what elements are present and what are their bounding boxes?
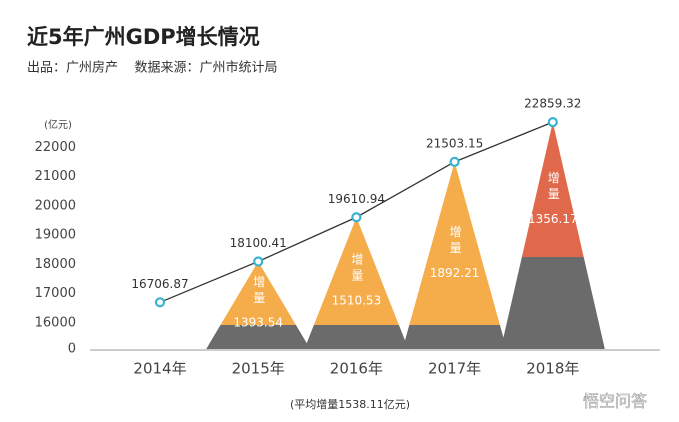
- x-tick-label: 2015年: [232, 360, 285, 378]
- x-tick-label: 2016年: [330, 360, 383, 378]
- increment-name: 增量: [350, 253, 364, 285]
- triangle-base: [304, 325, 409, 349]
- y-tick-label: 17000: [35, 286, 76, 301]
- chart-subtitle: 出品：广州房产 数据来源：广州市统计局: [27, 60, 278, 76]
- increment-label: 1892.21: [430, 266, 480, 280]
- increment-label: 1356.17: [528, 212, 578, 226]
- value-label: 21503.15: [426, 136, 483, 150]
- point: [449, 156, 460, 167]
- y-tick-label: 20000: [35, 198, 76, 213]
- y-tick-label: 16000: [35, 316, 76, 331]
- y-tick-label: 21000: [35, 169, 76, 184]
- y-tick-label: 0: [68, 342, 76, 357]
- y-tick-label: 19000: [35, 228, 76, 243]
- value-label: 18100.41: [230, 236, 287, 250]
- y-tick-label: 18000: [35, 257, 76, 272]
- increment-label: 1510.53: [332, 294, 382, 308]
- increment-name: 增量: [252, 275, 266, 307]
- x-tick-label: 2018年: [526, 360, 579, 378]
- triangle-base: [500, 257, 605, 349]
- point: [351, 212, 362, 223]
- triangle: [409, 161, 500, 325]
- increment-name: 增量: [448, 225, 462, 257]
- x-tick-label: 2017年: [428, 360, 481, 378]
- value-label: 16706.87: [131, 277, 188, 291]
- y-tick-label: 22000: [35, 140, 76, 155]
- value-label: 22859.32: [524, 97, 581, 111]
- triangle: [313, 217, 399, 325]
- watermark: 悟空问答: [583, 392, 647, 411]
- increment-name: 增量: [546, 171, 560, 203]
- triangle-base: [402, 325, 507, 349]
- chart-title: 近5年广州GDP增长情况: [27, 25, 260, 49]
- increment-label: 1393.54: [233, 316, 283, 330]
- triangle: [521, 122, 584, 258]
- y-unit: (亿元): [44, 118, 72, 131]
- point: [154, 297, 166, 308]
- point: [253, 256, 264, 267]
- value-label: 19610.94: [328, 192, 385, 206]
- footnote: (平均增量1538.11亿元): [290, 397, 410, 411]
- triangle: [220, 261, 296, 325]
- x-tick-label: 2014年: [133, 360, 186, 378]
- triangle-base: [206, 325, 311, 349]
- point: [547, 117, 558, 128]
